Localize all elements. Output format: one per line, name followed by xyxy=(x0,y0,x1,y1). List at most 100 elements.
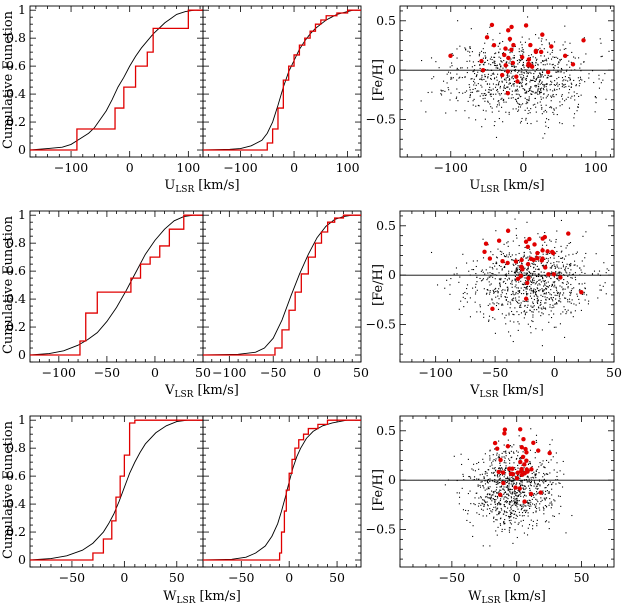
scatter-v-point xyxy=(489,272,491,274)
scatter-u-point xyxy=(469,95,471,97)
scatter-u-point xyxy=(608,50,610,52)
scatter-w-point xyxy=(535,473,537,475)
scatter-v-point xyxy=(517,321,519,323)
scatter-v-point xyxy=(476,260,478,262)
scatter-u-point xyxy=(518,103,520,106)
scatter-u-point xyxy=(514,66,516,68)
scatter-u-point xyxy=(490,89,493,91)
scatter-v-red-point xyxy=(540,248,545,253)
scatter-u-point xyxy=(465,49,467,51)
scatter-w-point xyxy=(537,501,539,503)
scatter-v-point xyxy=(555,266,557,268)
scatter-u-point xyxy=(498,81,500,83)
scatter-w-point xyxy=(510,450,512,452)
scatter-u-point xyxy=(564,41,566,43)
scatter-w-point xyxy=(503,489,505,491)
scatter-w-point xyxy=(508,458,510,460)
scatter-w-point xyxy=(471,468,473,470)
scatter-w-point xyxy=(472,535,474,538)
scatter-w-point xyxy=(513,444,515,446)
scatter-u-point xyxy=(476,90,478,92)
scatter-w-point xyxy=(528,480,530,482)
scatter-v-point xyxy=(508,270,510,272)
scatter-u-point xyxy=(513,57,515,59)
scatter-w-point xyxy=(484,480,486,482)
scatter-w-red-point xyxy=(521,437,526,442)
scatter-w-point xyxy=(508,484,510,486)
scatter-w-point xyxy=(529,503,531,505)
scatter-w-point xyxy=(559,495,561,498)
scatter-w-point xyxy=(486,508,488,510)
scatter-v-point xyxy=(512,300,514,302)
scatter-u-red-point xyxy=(509,47,514,53)
scatter-u-point xyxy=(564,25,566,27)
scatter-u-point xyxy=(516,102,519,104)
scatter-u-point xyxy=(537,64,539,66)
scatter-w-point xyxy=(489,478,491,480)
scatter-w-point xyxy=(511,493,513,495)
scatter-u-point xyxy=(497,91,499,93)
scatter-u-red-point xyxy=(562,53,568,59)
scatter-w-point xyxy=(542,476,544,478)
scatter-v-point xyxy=(529,275,531,277)
scatter-w-point xyxy=(515,502,517,504)
scatter-u-point xyxy=(525,83,527,85)
scatter-w-point xyxy=(495,506,497,508)
scatter-v-point xyxy=(540,294,542,296)
scatter-w-point xyxy=(523,467,525,469)
scatter-u-point xyxy=(501,81,503,83)
scatter-u-point xyxy=(538,37,540,39)
scatter-v-point xyxy=(519,306,521,308)
scatter-u-point xyxy=(502,121,504,123)
scatter-v-point xyxy=(499,284,501,286)
scatter-w-point xyxy=(530,519,532,521)
scatter-u-point xyxy=(536,58,538,60)
scatter-w-point xyxy=(510,516,512,518)
scatter-v-point xyxy=(493,303,495,305)
scatter-w-point xyxy=(499,464,501,467)
scatter-w-point xyxy=(523,485,525,487)
scatter-v-point xyxy=(506,279,508,281)
scatter-u-point xyxy=(534,92,536,94)
scatter-u-point xyxy=(505,62,507,64)
scatter-w-point xyxy=(496,534,498,536)
scatter-u-point xyxy=(580,63,582,65)
scatter-w-point xyxy=(523,479,525,481)
scatter-v-point xyxy=(475,265,477,268)
scatter-w-point xyxy=(530,481,532,483)
scatter-u-point xyxy=(559,59,561,61)
scatter-w-point xyxy=(519,477,521,479)
scatter-w-point xyxy=(530,428,532,430)
scatter-v-point xyxy=(540,262,542,264)
scatter-v-point xyxy=(556,293,559,295)
scatter-u-point xyxy=(495,84,497,86)
scatter-w-point xyxy=(536,523,538,525)
scatter-u-point xyxy=(566,69,568,71)
scatter-v-point xyxy=(479,277,481,280)
scatter-v-point xyxy=(561,272,563,274)
scatter-u-point xyxy=(502,89,505,91)
scatter-v-point xyxy=(562,311,564,313)
scatter-v-point xyxy=(549,257,551,259)
scatter-w-point xyxy=(509,491,511,493)
cdf-w-left-yticklabel: 0.2 xyxy=(6,524,26,539)
scatter-u-point xyxy=(521,44,523,46)
scatter-v-point xyxy=(535,255,537,257)
scatter-u-point xyxy=(530,86,532,88)
scatter-u-point xyxy=(477,61,479,63)
scatter-u-point xyxy=(547,127,549,129)
scatter-v-point xyxy=(512,313,514,315)
scatter-u-point xyxy=(525,79,527,81)
scatter-u-point xyxy=(516,88,518,90)
scatter-v-point xyxy=(507,290,509,292)
scatter-v-point xyxy=(474,301,476,303)
scatter-v-point xyxy=(483,316,485,318)
scatter-u-point xyxy=(542,83,544,86)
scatter-u-point xyxy=(480,78,483,80)
scatter-v-point xyxy=(503,243,505,245)
scatter-v-point xyxy=(508,252,510,254)
scatter-u-point xyxy=(525,103,527,105)
scatter-v-point xyxy=(541,312,543,314)
scatter-u-point xyxy=(493,73,495,75)
scatter-w-point xyxy=(513,500,515,502)
